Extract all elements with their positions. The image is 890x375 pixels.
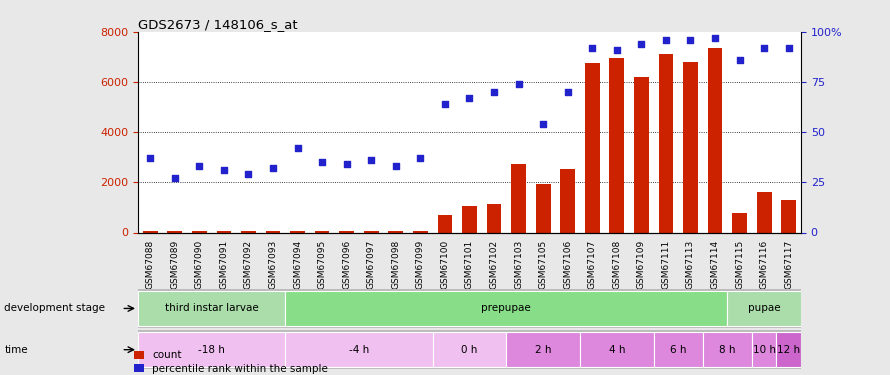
Text: -18 h: -18 h: [198, 345, 225, 355]
Bar: [438, 216, 452, 232]
Bar: [732, 213, 747, 232]
Text: third instar larvae: third instar larvae: [165, 303, 258, 313]
Point: [610, 47, 624, 53]
Point: [585, 45, 599, 51]
Point: [389, 163, 403, 169]
Point: [266, 165, 280, 171]
Point: [684, 37, 698, 43]
Bar: [634, 77, 649, 232]
Bar: [216, 231, 231, 232]
Text: 8 h: 8 h: [719, 345, 735, 355]
Text: time: time: [4, 345, 28, 355]
FancyBboxPatch shape: [752, 332, 776, 368]
Point: [757, 45, 772, 51]
Point: [364, 157, 378, 163]
Point: [315, 159, 329, 165]
FancyBboxPatch shape: [727, 291, 801, 326]
FancyBboxPatch shape: [138, 332, 286, 368]
FancyBboxPatch shape: [286, 332, 433, 368]
Legend: count, percentile rank within the sample: count, percentile rank within the sample: [134, 350, 328, 374]
Bar: [659, 54, 674, 232]
Text: 10 h: 10 h: [753, 345, 776, 355]
Text: 2 h: 2 h: [535, 345, 552, 355]
Bar: [561, 168, 575, 232]
Bar: [241, 231, 255, 232]
Point: [413, 155, 427, 161]
Text: pupae: pupae: [748, 303, 781, 313]
Point: [708, 35, 722, 41]
Text: 12 h: 12 h: [777, 345, 800, 355]
Bar: [511, 164, 526, 232]
Bar: [388, 231, 403, 232]
Point: [659, 37, 673, 43]
Point: [192, 163, 206, 169]
FancyBboxPatch shape: [776, 332, 801, 368]
Point: [635, 41, 649, 47]
Bar: [781, 200, 796, 232]
Bar: [290, 231, 305, 232]
Bar: [413, 231, 428, 232]
Bar: [167, 231, 182, 232]
Text: 4 h: 4 h: [609, 345, 625, 355]
FancyBboxPatch shape: [506, 332, 580, 368]
Point: [438, 101, 452, 107]
Text: prepupae: prepupae: [481, 303, 531, 313]
Point: [536, 121, 550, 127]
Text: GDS2673 / 148106_s_at: GDS2673 / 148106_s_at: [138, 18, 297, 31]
Bar: [684, 62, 698, 232]
Point: [143, 155, 158, 161]
Point: [340, 161, 354, 167]
Point: [487, 89, 501, 95]
Bar: [462, 206, 477, 232]
Point: [512, 81, 526, 87]
Bar: [265, 231, 280, 232]
Bar: [610, 58, 624, 232]
Point: [167, 176, 182, 181]
Bar: [708, 48, 723, 232]
Point: [290, 145, 304, 151]
Point: [463, 95, 477, 101]
Text: -4 h: -4 h: [349, 345, 369, 355]
Point: [781, 45, 796, 51]
FancyBboxPatch shape: [286, 291, 727, 326]
FancyBboxPatch shape: [703, 332, 752, 368]
Point: [217, 167, 231, 173]
FancyBboxPatch shape: [433, 332, 506, 368]
FancyBboxPatch shape: [580, 332, 653, 368]
Text: 0 h: 0 h: [461, 345, 478, 355]
Bar: [536, 184, 551, 232]
Bar: [192, 231, 206, 232]
Point: [732, 57, 747, 63]
Bar: [143, 231, 158, 232]
Bar: [756, 192, 772, 232]
Point: [241, 171, 255, 177]
Bar: [315, 231, 329, 232]
Text: 6 h: 6 h: [670, 345, 686, 355]
Bar: [339, 231, 354, 232]
FancyBboxPatch shape: [653, 332, 703, 368]
Bar: [585, 63, 600, 232]
Text: development stage: development stage: [4, 303, 105, 313]
FancyBboxPatch shape: [138, 291, 286, 326]
Bar: [364, 231, 378, 232]
Point: [561, 89, 575, 95]
Bar: [487, 204, 501, 232]
